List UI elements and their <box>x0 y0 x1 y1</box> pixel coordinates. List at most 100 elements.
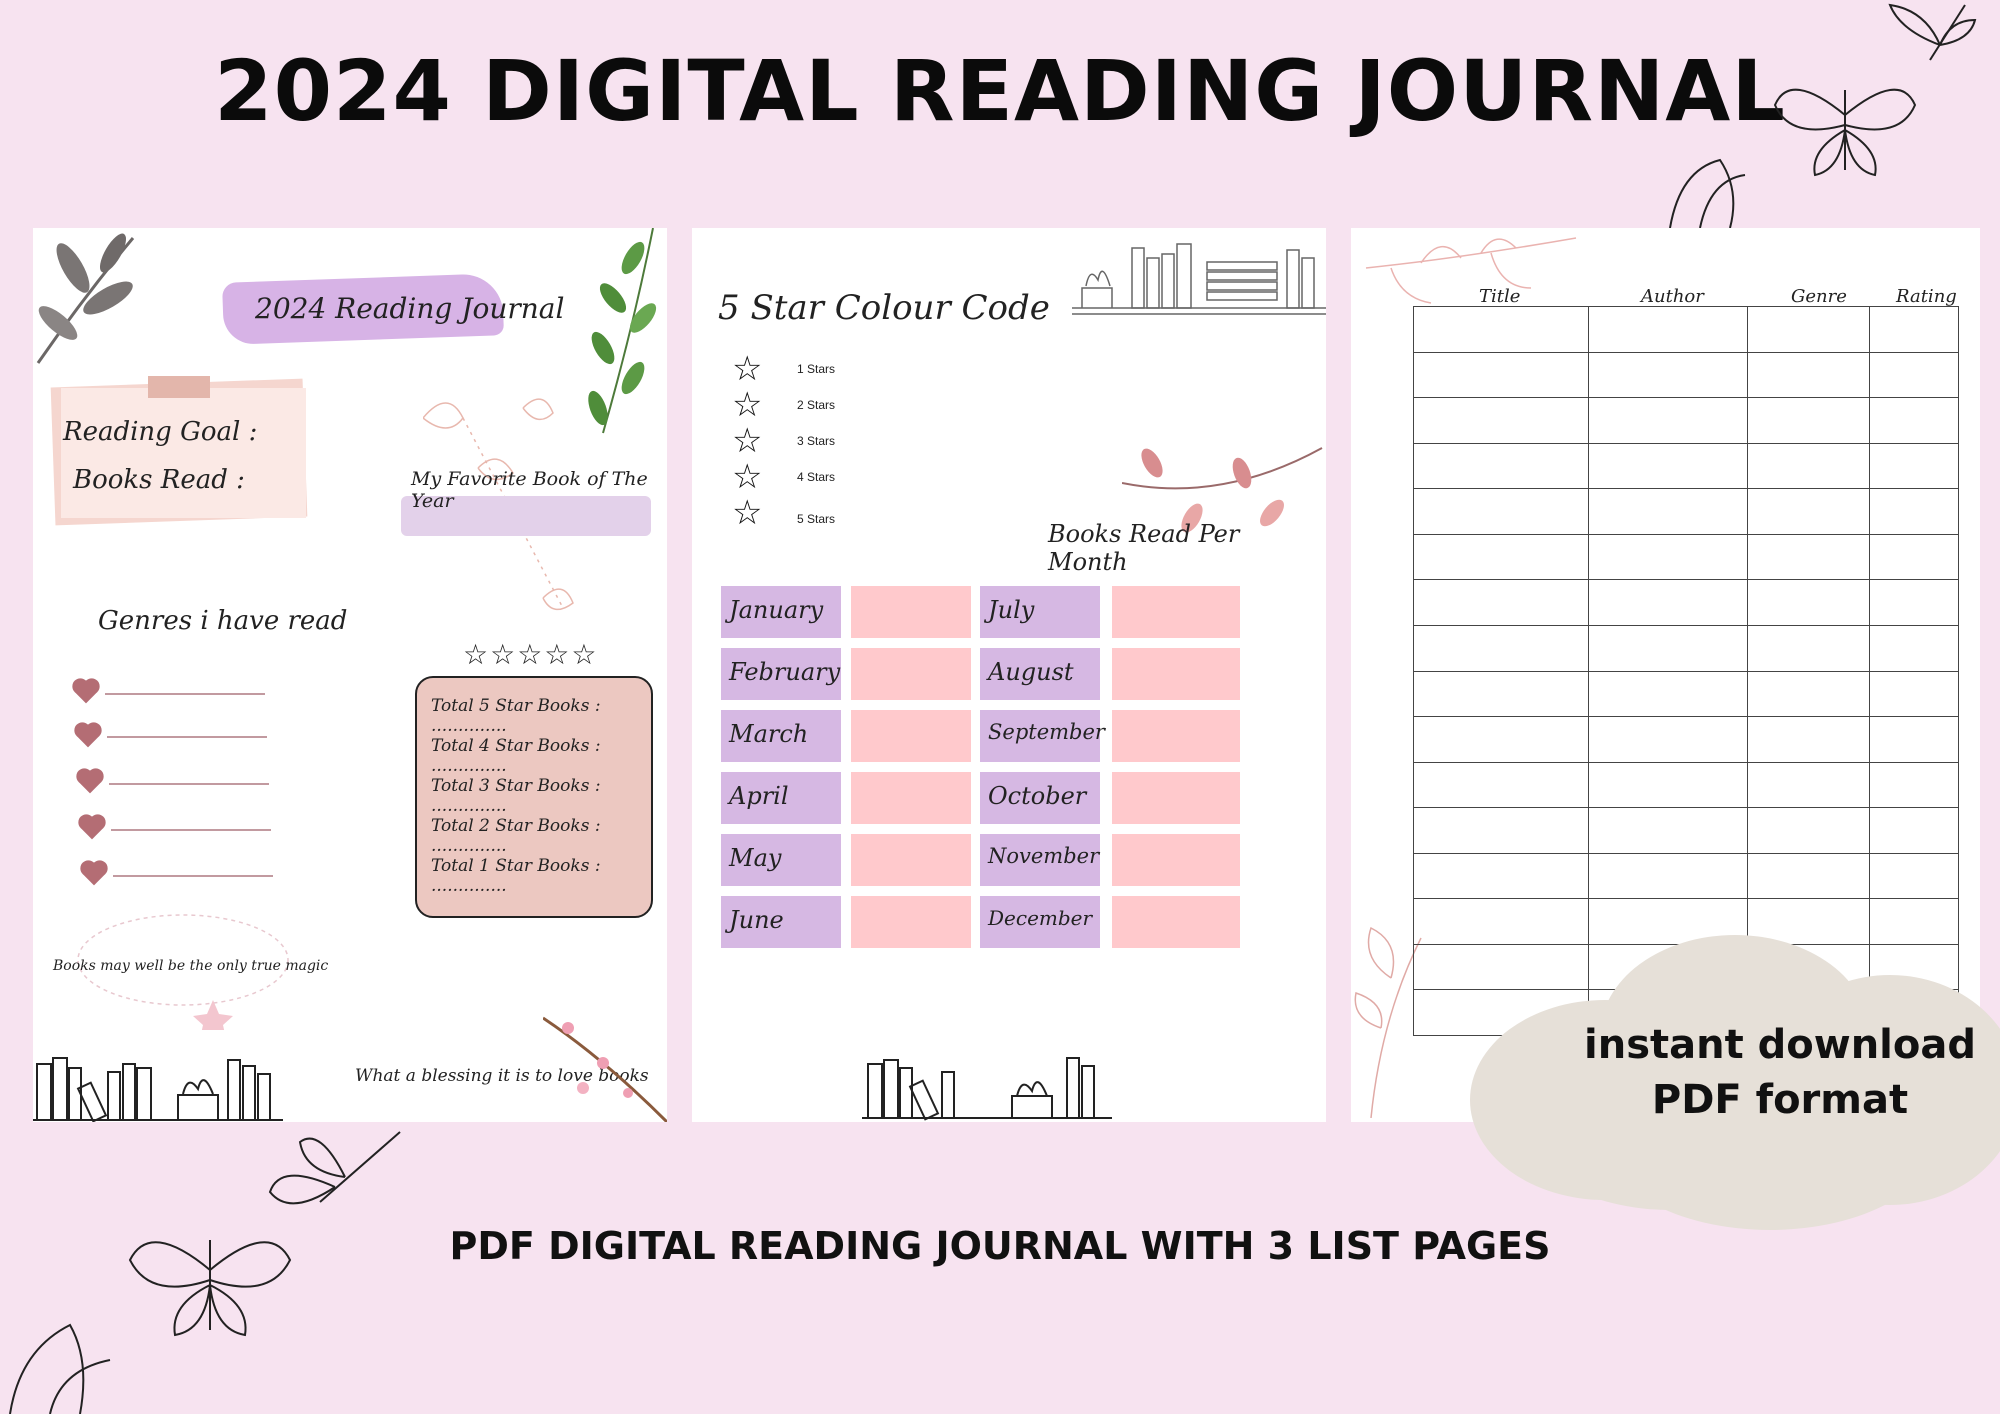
table-cell[interactable] <box>1747 670 1871 718</box>
table-cell[interactable] <box>1869 761 1959 809</box>
table-cell[interactable] <box>1869 670 1959 718</box>
green-leaves-icon <box>588 228 657 434</box>
table-cell[interactable] <box>1587 716 1749 763</box>
table-cell[interactable] <box>1869 716 1959 763</box>
books-per-month-title: Books Read Per Month <box>1048 520 1240 576</box>
month-count-box[interactable] <box>1112 586 1240 638</box>
table-cell[interactable] <box>1587 397 1749 444</box>
stat-4-star: Total 4 Star Books : .............. <box>431 736 601 776</box>
leaf-branch-icon <box>36 233 135 364</box>
floral-sketch-icon <box>1354 926 1422 1118</box>
journal-page-monthly: 5 Star Colour Code ☆ 1 Stars ☆ 2 Stars ☆… <box>692 228 1326 1122</box>
month-count-box[interactable] <box>1112 648 1240 700</box>
table-cell[interactable] <box>1413 624 1589 672</box>
star-icon: ☆ <box>732 494 763 532</box>
table-cell[interactable] <box>1869 397 1959 444</box>
table-cell[interactable] <box>1413 670 1589 718</box>
genre-line <box>107 736 267 738</box>
table-cell[interactable] <box>1413 306 1589 353</box>
table-cell[interactable] <box>1587 442 1749 490</box>
table-cell[interactable] <box>1413 716 1589 763</box>
month-august: August <box>980 648 1100 700</box>
month-count-box[interactable] <box>851 896 971 948</box>
table-cell[interactable] <box>1587 852 1749 900</box>
table-cell[interactable] <box>1587 670 1749 718</box>
table-cell[interactable] <box>1869 351 1959 399</box>
page1-title: 2024 Reading Journal <box>255 292 565 325</box>
table-cell[interactable] <box>1869 898 1959 945</box>
table-cell[interactable] <box>1747 579 1871 626</box>
month-april: April <box>721 772 841 824</box>
table-cell[interactable] <box>1869 852 1959 900</box>
table-cell[interactable] <box>1869 442 1959 490</box>
month-count-box[interactable] <box>1112 834 1240 886</box>
month-count-box[interactable] <box>851 710 971 762</box>
leaf-branch-icon <box>1122 447 1323 533</box>
table-cell[interactable] <box>1413 442 1589 490</box>
table-cell[interactable] <box>1587 579 1749 626</box>
month-february: February <box>721 648 841 700</box>
month-count-box[interactable] <box>1112 772 1240 824</box>
table-cell[interactable] <box>1747 761 1871 809</box>
table-cell[interactable] <box>1747 533 1871 581</box>
table-cell[interactable] <box>1747 397 1871 444</box>
table-cell[interactable] <box>1747 624 1871 672</box>
table-cell[interactable] <box>1869 306 1959 353</box>
month-count-box[interactable] <box>851 834 971 886</box>
magic-swirl-icon <box>77 914 289 1030</box>
column-rating: Rating <box>1896 286 1957 307</box>
instant-download-label: instant download <box>1584 1022 1976 1068</box>
table-cell[interactable] <box>1587 488 1749 535</box>
table-cell[interactable] <box>1413 943 1589 991</box>
month-count-box[interactable] <box>851 772 971 824</box>
table-cell[interactable] <box>1869 579 1959 626</box>
month-december: December <box>980 896 1100 948</box>
table-cell[interactable] <box>1747 442 1871 490</box>
table-cell[interactable] <box>1587 351 1749 399</box>
table-row <box>1413 852 1959 900</box>
table-cell[interactable] <box>1747 351 1871 399</box>
stat-5-star: Total 5 Star Books : .............. <box>431 696 601 736</box>
books-read-label: Books Read : <box>73 465 245 495</box>
table-cell[interactable] <box>1413 807 1589 854</box>
table-cell[interactable] <box>1413 351 1589 399</box>
table-row <box>1413 898 1959 945</box>
month-july: July <box>980 586 1100 638</box>
table-cell[interactable] <box>1413 852 1589 900</box>
month-count-box[interactable] <box>851 648 971 700</box>
table-cell[interactable] <box>1747 306 1871 353</box>
table-cell[interactable] <box>1413 761 1589 809</box>
stat-1-star: Total 1 Star Books : .............. <box>431 856 601 896</box>
month-may: May <box>721 834 841 886</box>
table-cell[interactable] <box>1413 488 1589 535</box>
table-cell[interactable] <box>1413 397 1589 444</box>
table-cell[interactable] <box>1587 761 1749 809</box>
star-label: 2 Stars <box>797 398 836 412</box>
month-count-box[interactable] <box>1112 710 1240 762</box>
table-cell[interactable] <box>1413 579 1589 626</box>
table-cell[interactable] <box>1869 533 1959 581</box>
table-cell[interactable] <box>1869 488 1959 535</box>
month-count-box[interactable] <box>851 586 971 638</box>
column-genre: Genre <box>1791 286 1847 307</box>
table-cell[interactable] <box>1587 624 1749 672</box>
table-cell[interactable] <box>1747 807 1871 854</box>
star-icon: ☆ <box>732 422 763 460</box>
table-cell[interactable] <box>1747 716 1871 763</box>
table-cell[interactable] <box>1413 533 1589 581</box>
table-cell[interactable] <box>1587 533 1749 581</box>
table-cell[interactable] <box>1747 852 1871 900</box>
genre-line <box>105 693 265 695</box>
table-cell[interactable] <box>1587 306 1749 353</box>
table-cell[interactable] <box>1869 807 1959 854</box>
table-row <box>1413 488 1959 535</box>
table-cell[interactable] <box>1413 898 1589 945</box>
heart-icon <box>78 770 102 794</box>
table-cell[interactable] <box>1869 624 1959 672</box>
reading-goal-label: Reading Goal : <box>63 417 258 447</box>
subheadline: PDF DIGITAL READING JOURNAL WITH 3 LIST … <box>449 1224 1551 1268</box>
table-cell[interactable] <box>1747 488 1871 535</box>
month-november: November <box>980 834 1100 886</box>
table-cell[interactable] <box>1587 807 1749 854</box>
month-count-box[interactable] <box>1112 896 1240 948</box>
